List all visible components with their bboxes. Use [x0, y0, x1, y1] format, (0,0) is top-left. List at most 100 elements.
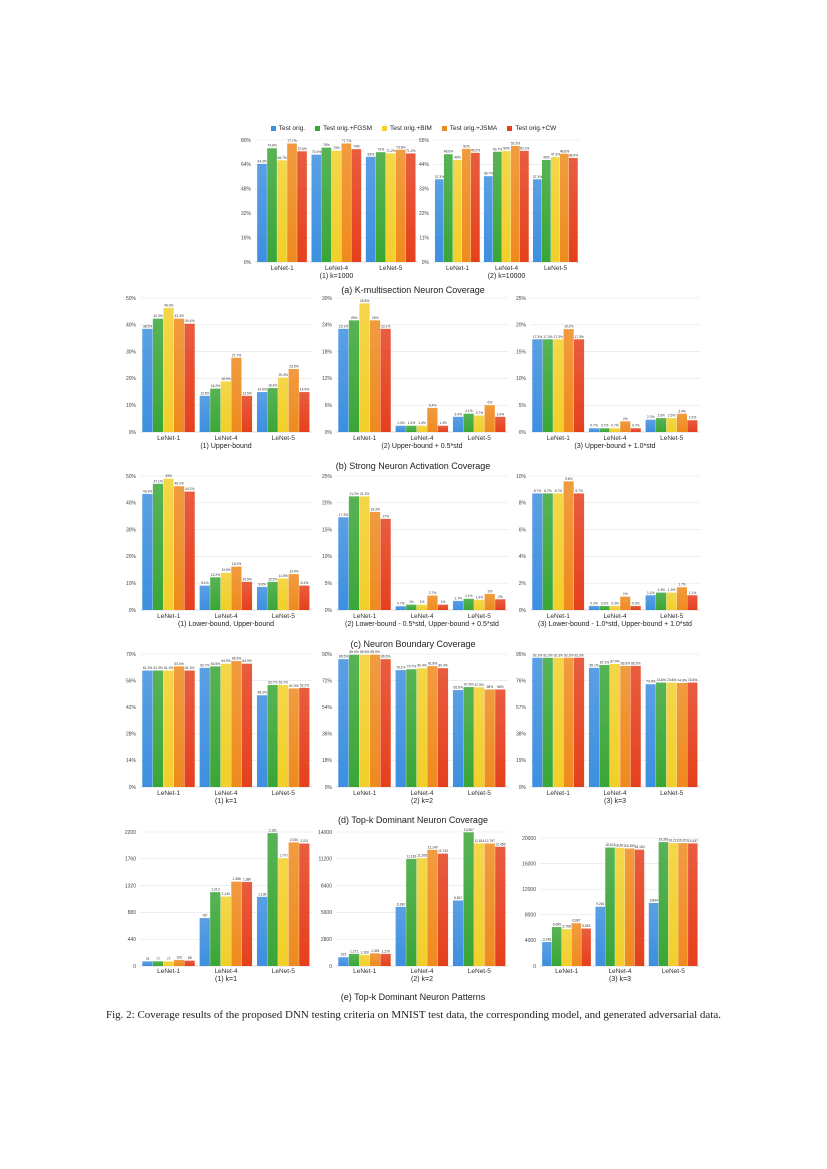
data-label: 61.3%: [164, 666, 173, 670]
chart-1: 0% 16% 32% 48% 64% 80% LeNet-1 64.3% 74.6% 66.7% 7…: [241, 138, 418, 272]
legend-label: Test orig.+CW: [515, 125, 557, 132]
chart-subtitle: (2) k=2: [411, 798, 433, 805]
x-tick-label: LeNet-5: [468, 613, 492, 620]
bar: [666, 418, 677, 432]
chart-12: 0 440 880 1320 1760 2200 LeNet-1 76 77 77 100 88 LeN…: [125, 829, 312, 975]
bar: [542, 339, 553, 432]
data-label: 61.3%: [143, 666, 152, 670]
data-label: 71.2%: [386, 149, 395, 153]
y-tick-label: 0%: [244, 260, 252, 266]
bar: [256, 896, 268, 966]
data-label: 11,742: [438, 849, 448, 853]
data-label: 46%: [543, 155, 550, 159]
data-label: 92.3%: [564, 653, 573, 657]
bar: [483, 176, 493, 262]
y-tick-label: 8000: [525, 913, 536, 919]
data-label: 9.1%: [301, 581, 309, 585]
data-label: 3.4%: [678, 409, 686, 413]
y-tick-label: 36%: [322, 732, 333, 738]
data-label: 18.3%: [371, 507, 380, 511]
data-label: 3.4%: [454, 412, 462, 416]
bar: [427, 666, 438, 787]
data-label: 2%: [498, 595, 503, 599]
bar: [452, 690, 464, 787]
data-label: 16.2%: [211, 384, 220, 388]
bar: [563, 329, 574, 432]
x-tick-label: LeNet-5: [272, 790, 296, 797]
x-tick-label: LeNet-1: [353, 613, 377, 620]
bar: [348, 320, 360, 432]
bar: [452, 900, 464, 966]
bar: [241, 881, 253, 966]
x-tick-label: LeNet-1: [353, 968, 377, 975]
data-label: 50%: [503, 147, 510, 151]
data-label: 49%: [165, 474, 172, 478]
data-label: 43.3%: [143, 489, 152, 493]
y-tick-label: 38%: [516, 732, 527, 738]
bar: [385, 153, 396, 262]
data-label: 46.2%: [175, 482, 184, 486]
bar: [656, 682, 667, 787]
data-label: 25%: [351, 316, 358, 320]
bar: [532, 179, 542, 262]
bar: [645, 595, 656, 610]
bar: [563, 481, 574, 610]
bar: [231, 357, 242, 432]
y-tick-label: 70%: [126, 652, 137, 658]
bar: [573, 657, 585, 787]
data-label: 38.7%: [484, 172, 493, 176]
x-tick-label: LeNet-4: [495, 265, 519, 272]
data-label: 11.8%: [279, 574, 288, 578]
bar: [287, 143, 297, 262]
data-label: 46%: [454, 155, 461, 159]
data-label: 77.7%: [287, 139, 296, 143]
bar: [599, 605, 610, 610]
data-label: 6%: [487, 401, 492, 405]
y-tick-label: 440: [128, 937, 137, 943]
bar: [427, 595, 438, 610]
data-label: 67.6%: [464, 683, 473, 687]
chart-4: 0%6%12%18%24%30%LeNet-123.1%25%28.8%25%2…: [322, 296, 508, 442]
data-label: 86.5%: [621, 661, 630, 665]
y-tick-label: 20%: [516, 323, 527, 329]
bar: [463, 598, 474, 610]
y-tick-label: 44%: [419, 162, 430, 168]
chart-11: 0%19%38%57%76%95%LeNet-192.3% 92.3% 92.3% 9…: [516, 652, 700, 797]
data-label: 87.9%: [610, 659, 619, 663]
bar: [231, 661, 242, 787]
bar: [495, 599, 506, 610]
x-tick-label: LeNet-4: [214, 790, 238, 797]
bar: [551, 927, 562, 966]
data-label: 1.1%: [647, 591, 655, 595]
bar: [645, 684, 656, 787]
data-label: 2.2%: [689, 416, 697, 420]
bar: [437, 853, 449, 966]
y-tick-label: 0%: [422, 260, 430, 266]
bar: [231, 881, 242, 966]
data-label: 51.9%: [289, 684, 298, 688]
y-tick-label: 50%: [126, 474, 137, 480]
y-tick-label: 18%: [322, 349, 333, 355]
data-label: 65.6%: [454, 686, 463, 690]
chart-10: 0%18%36%54%72%90%LeNet-186.5%89.5% 89.5% 8…: [322, 650, 508, 797]
bar: [474, 843, 485, 966]
y-tick-label: 0: [133, 964, 136, 970]
data-label: 1,325: [371, 949, 379, 953]
x-tick-label: LeNet-4: [214, 968, 238, 975]
data-label: 66.7%: [277, 156, 286, 160]
bar: [210, 666, 221, 787]
y-tick-label: 10%: [516, 474, 527, 480]
y-tick-label: 16000: [522, 861, 536, 867]
bar: [199, 395, 210, 432]
data-label: 86.5%: [631, 661, 640, 665]
data-label: 8.7%: [555, 489, 563, 493]
x-tick-label: LeNet-5: [660, 435, 684, 442]
bar: [406, 425, 417, 432]
data-label: 5.4%: [429, 403, 437, 407]
bar: [256, 392, 268, 432]
data-label: 74.6%: [267, 144, 276, 148]
x-tick-label: LeNet-1: [547, 790, 571, 797]
bar: [359, 954, 370, 966]
bar: [184, 323, 195, 432]
